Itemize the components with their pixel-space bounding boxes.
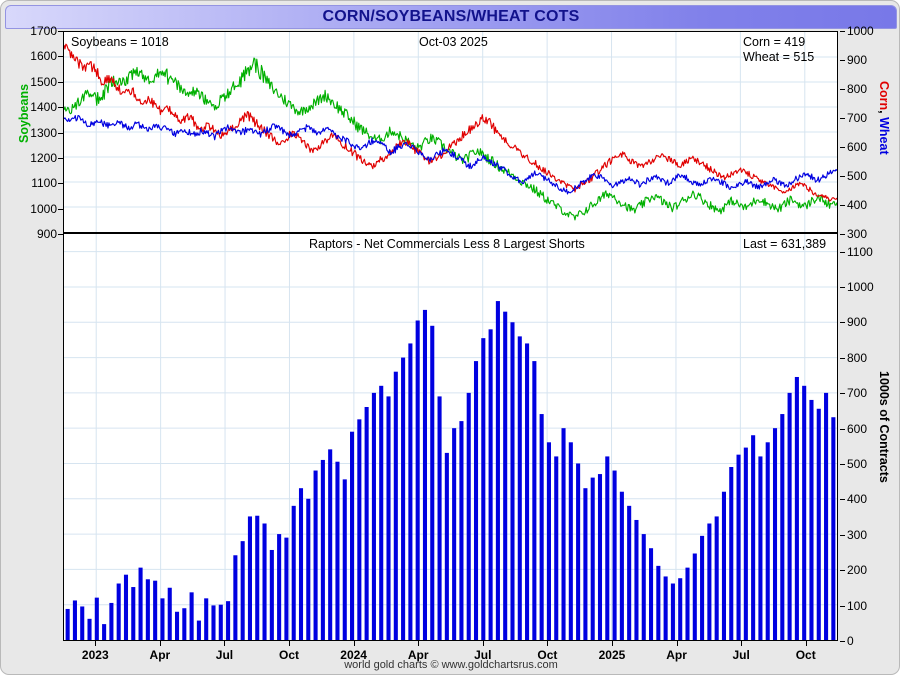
- y-tick-right-800: 800: [847, 83, 867, 95]
- x-tickmark-apr: [160, 641, 161, 646]
- y-tickmark-right-1000: [840, 31, 845, 32]
- y-tickmark-left-1100: [58, 183, 63, 184]
- y-tickmark-left-900: [58, 234, 63, 235]
- y-tick-bottom-1100: 1100: [847, 246, 873, 258]
- y-tickmark-bottom-1000: [840, 287, 845, 288]
- x-tickmark-apr: [418, 641, 419, 646]
- y-tick-left-1400: 1400: [30, 101, 57, 113]
- y-tick-left-900: 900: [37, 228, 57, 240]
- y-tickmark-left-1000: [58, 209, 63, 210]
- y-tick-right-700: 700: [847, 112, 867, 124]
- bottom-right-axis-title: 1000s of Contracts: [877, 371, 891, 483]
- x-tickmark-jul: [224, 641, 225, 646]
- right-axis-title-corn-wheat: Corn, Wheat: [877, 81, 891, 155]
- page-title: CORN/SOYBEANS/WHEAT COTS: [323, 8, 580, 26]
- y-tick-right-400: 400: [847, 199, 867, 211]
- y-tick-left-1200: 1200: [30, 152, 57, 164]
- y-tickmark-right-300: [840, 234, 845, 235]
- y-tick-left-1300: 1300: [30, 127, 57, 139]
- price-line-chart-panel: [63, 31, 838, 234]
- y-tickmark-bottom-300: [840, 535, 845, 536]
- y-tickmark-bottom-600: [840, 429, 845, 430]
- y-tick-right-900: 900: [847, 54, 867, 66]
- y-tick-bottom-500: 500: [847, 458, 867, 470]
- y-tick-bottom-900: 900: [847, 316, 867, 328]
- y-tickmark-left-1300: [58, 133, 63, 134]
- y-tick-bottom-100: 100: [847, 600, 867, 612]
- y-tick-bottom-700: 700: [847, 387, 867, 399]
- annotation-date: Oct-03 2025: [419, 35, 488, 51]
- y-tick-right-1000: 1000: [847, 25, 874, 37]
- x-tickmark-jul: [741, 641, 742, 646]
- y-tickmark-left-1400: [58, 107, 63, 108]
- y-tickmark-bottom-700: [840, 393, 845, 394]
- y-tick-right-500: 500: [847, 170, 867, 182]
- y-tickmark-bottom-0: [840, 641, 845, 642]
- y-tickmark-bottom-200: [840, 570, 845, 571]
- y-tickmark-right-800: [840, 89, 845, 90]
- y-tickmark-right-500: [840, 176, 845, 177]
- footer-credit: world gold charts © www.goldchartsrus.co…: [1, 659, 900, 671]
- raptors-bars-plot: [64, 234, 837, 640]
- annotation-last-value: Last = 631,389: [743, 237, 826, 253]
- x-tickmark-oct: [289, 641, 290, 646]
- annotation-subpanel-title: Raptors - Net Commercials Less 8 Largest…: [309, 237, 585, 253]
- y-tick-bottom-300: 300: [847, 529, 867, 541]
- y-tick-left-1700: 1700: [30, 25, 57, 37]
- window-title-bar: CORN/SOYBEANS/WHEAT COTS: [5, 5, 897, 29]
- y-tickmark-right-400: [840, 205, 845, 206]
- y-tickmark-bottom-900: [840, 322, 845, 323]
- y-tickmark-bottom-800: [840, 358, 845, 359]
- x-tickmark-2025: [612, 641, 613, 646]
- price-series-plot: [64, 32, 837, 232]
- annotation-corn-value: Corn = 419: [743, 35, 805, 51]
- y-tickmark-left-1500: [58, 82, 63, 83]
- x-tickmark-2023: [95, 641, 96, 646]
- raptors-bar-chart-panel: [63, 234, 838, 641]
- y-tickmark-bottom-400: [840, 499, 845, 500]
- y-tick-left-1000: 1000: [30, 203, 57, 215]
- annotation-soybeans-value: Soybeans = 1018: [71, 35, 169, 51]
- y-tickmark-right-900: [840, 60, 845, 61]
- y-tick-bottom-1000: 1000: [847, 281, 874, 293]
- x-tickmark-jul: [483, 641, 484, 646]
- y-tick-right-600: 600: [847, 141, 867, 153]
- annotation-wheat-value: Wheat = 515: [743, 50, 814, 66]
- y-tickmark-right-600: [840, 147, 845, 148]
- y-tick-bottom-800: 800: [847, 352, 867, 364]
- left-axis-title-soybeans: Soybeans: [17, 84, 31, 143]
- x-tickmark-oct: [806, 641, 807, 646]
- y-tickmark-bottom-100: [840, 606, 845, 607]
- y-tickmark-left-1700: [58, 31, 63, 32]
- y-tick-right-300: 300: [847, 228, 867, 240]
- x-tickmark-oct: [547, 641, 548, 646]
- x-tickmark-apr: [677, 641, 678, 646]
- y-tick-left-1100: 1100: [31, 177, 57, 189]
- right-axis-title-wheat: Wheat: [877, 117, 891, 155]
- y-tickmark-left-1200: [58, 158, 63, 159]
- y-tickmark-left-1600: [58, 56, 63, 57]
- y-tickmark-bottom-500: [840, 464, 845, 465]
- y-tickmark-bottom-1100: [840, 252, 845, 253]
- y-tickmark-right-700: [840, 118, 845, 119]
- x-tickmark-2024: [354, 641, 355, 646]
- y-tick-left-1500: 1500: [30, 76, 57, 88]
- y-tick-bottom-200: 200: [847, 564, 867, 576]
- chart-window: CORN/SOYBEANS/WHEAT COTS Soybeans Corn, …: [0, 0, 900, 675]
- y-tick-bottom-0: 0: [847, 635, 854, 647]
- right-axis-title-corn: Corn: [877, 81, 891, 110]
- y-tick-bottom-400: 400: [847, 493, 867, 505]
- y-tick-bottom-600: 600: [847, 423, 867, 435]
- y-tick-left-1600: 1600: [30, 50, 57, 62]
